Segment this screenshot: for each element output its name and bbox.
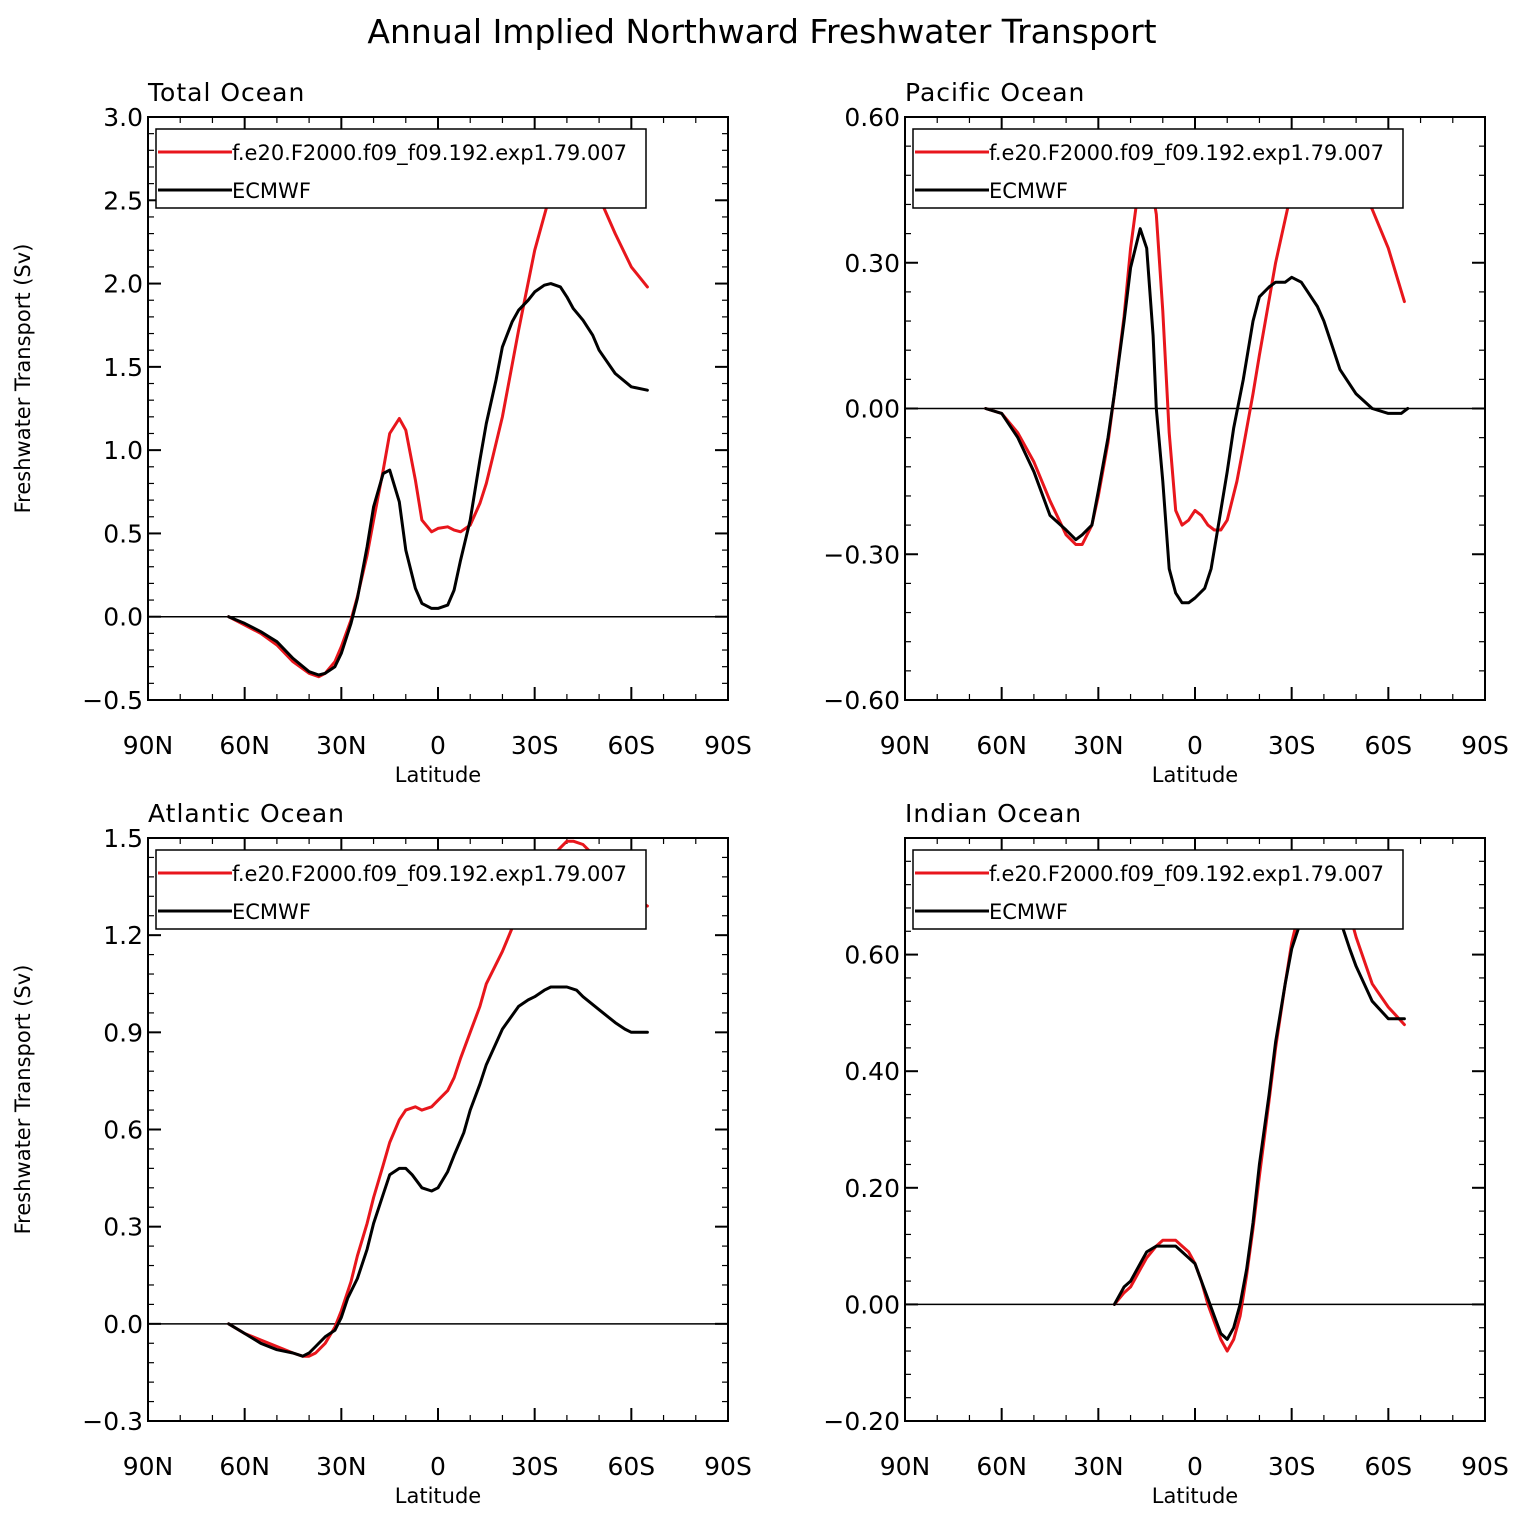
y-tick-label: 2.0	[103, 270, 143, 299]
x-tick-label: 30N	[316, 731, 367, 760]
y-tick-label: 0.0	[103, 1310, 143, 1339]
x-tick-label: 30S	[511, 731, 559, 760]
x-axis-label: Latitude	[395, 1484, 481, 1508]
legend-label: f.e20.F2000.f09_f09.192.exp1.79.007	[232, 862, 627, 887]
legend-box	[912, 128, 1404, 209]
y-tick-label: 0.9	[103, 1018, 143, 1047]
x-tick-label: 60S	[607, 731, 655, 760]
x-tick-label: 60S	[607, 1452, 655, 1481]
legend-label: ECMWF	[232, 179, 311, 203]
legend-box	[155, 849, 647, 930]
y-tick-label: −0.20	[823, 1407, 900, 1436]
x-tick-label: 90S	[704, 731, 752, 760]
x-axis-label: Latitude	[1152, 1484, 1238, 1508]
plot-frame	[147, 116, 729, 701]
x-tick-label: 90N	[880, 731, 931, 760]
series-line-model	[1112, 865, 1406, 1353]
x-tick-label: 30S	[511, 1452, 559, 1481]
series-line-ecmwf	[1112, 894, 1406, 1341]
y-tick-label: 3.0	[103, 103, 143, 132]
panel-title: Atlantic Ocean	[148, 799, 345, 828]
panel-title: Indian Ocean	[905, 799, 1082, 828]
chart-panel-3: Atlantic Ocean −0.3 0.0 0.3 0.6 0.9 1.2 1.5 90N 6…	[11, 799, 752, 1508]
x-axis-label: Latitude	[1152, 763, 1238, 787]
x-tick-label: 0	[1187, 1452, 1203, 1481]
y-axis-label: Freshwater Transport (Sv)	[11, 244, 35, 514]
x-tick-label: 30S	[1268, 731, 1316, 760]
series-line-ecmwf	[227, 282, 649, 677]
x-tick-label: 30N	[1073, 731, 1124, 760]
y-tick-label: 0.30	[844, 249, 900, 278]
x-tick-label: 30N	[316, 1452, 367, 1481]
series-line-ecmwf	[227, 985, 649, 1358]
x-tick-label: 0	[430, 731, 446, 760]
x-tick-label: 90N	[880, 1452, 931, 1481]
y-tick-label: 0.3	[103, 1213, 143, 1242]
y-tick-label: 0.00	[844, 1290, 900, 1319]
x-tick-label: 90N	[123, 731, 174, 760]
y-tick-label: 0.5	[103, 519, 143, 548]
page-title: Annual Implied Northward Freshwater Tran…	[367, 12, 1157, 51]
legend: f.e20.F2000.f09_f09.192.exp1.79.007 ECMWF	[155, 128, 647, 209]
panel-title: Pacific Ocean	[905, 78, 1085, 107]
legend-label: f.e20.F2000.f09_f09.192.exp1.79.007	[989, 141, 1384, 166]
x-tick-label: 90N	[123, 1452, 174, 1481]
x-tick-label: 0	[430, 1452, 446, 1481]
y-tick-label: −0.60	[823, 686, 900, 715]
plot-frame	[904, 116, 1486, 701]
legend-box	[912, 849, 1404, 930]
x-tick-label: 30S	[1268, 1452, 1316, 1481]
chart-panel-4: Indian Ocean −0.20 0.00 0.20 0.40 0.60 90N 60N 3…	[823, 799, 1508, 1508]
panel-title: Total Ocean	[147, 78, 305, 107]
legend-box	[155, 128, 647, 209]
x-tick-label: 60N	[976, 731, 1027, 760]
x-axis-label: Latitude	[395, 763, 481, 787]
y-tick-label: 0.0	[103, 603, 143, 632]
x-tick-label: 60N	[976, 1452, 1027, 1481]
y-tick-label: −0.30	[823, 540, 900, 569]
y-tick-label: 0.40	[844, 1057, 900, 1086]
y-tick-label: −0.5	[82, 686, 143, 715]
x-tick-label: 60S	[1364, 731, 1412, 760]
y-tick-label: −0.3	[82, 1407, 143, 1436]
chart-panel-1: Total Ocean −0.5 0.0 0.5 1.0 1.5 2.0 2.5 3.0 90N 6…	[11, 78, 752, 787]
legend-label: f.e20.F2000.f09_f09.192.exp1.79.007	[232, 141, 627, 166]
x-tick-label: 60N	[219, 731, 270, 760]
y-tick-label: 1.2	[103, 921, 143, 950]
x-tick-label: 60S	[1364, 1452, 1412, 1481]
y-tick-label: 0.00	[844, 395, 900, 424]
y-tick-label: 0.60	[844, 103, 900, 132]
plot-frame	[904, 837, 1486, 1422]
legend: f.e20.F2000.f09_f09.192.exp1.79.007 ECMWF	[912, 128, 1404, 209]
x-tick-label: 60N	[219, 1452, 270, 1481]
y-tick-label: 0.60	[844, 941, 900, 970]
series-line-model	[227, 839, 649, 1358]
legend: f.e20.F2000.f09_f09.192.exp1.79.007 ECMWF	[912, 849, 1404, 930]
legend-label: ECMWF	[989, 179, 1068, 203]
x-tick-label: 0	[1187, 731, 1203, 760]
y-tick-label: 0.20	[844, 1174, 900, 1203]
legend-label: f.e20.F2000.f09_f09.192.exp1.79.007	[989, 862, 1384, 887]
series-line-ecmwf	[984, 227, 1410, 605]
y-tick-label: 0.6	[103, 1116, 143, 1145]
y-tick-label: 2.5	[103, 186, 143, 215]
x-tick-label: 30N	[1073, 1452, 1124, 1481]
y-tick-label: 1.5	[103, 824, 143, 853]
legend: f.e20.F2000.f09_f09.192.exp1.79.007 ECMWF	[155, 849, 647, 930]
legend-label: ECMWF	[232, 900, 311, 924]
x-tick-label: 90S	[1461, 731, 1509, 760]
y-tick-label: 1.5	[103, 353, 143, 382]
x-tick-label: 90S	[704, 1452, 752, 1481]
x-tick-label: 90S	[1461, 1452, 1509, 1481]
chart-panel-2: Pacific Ocean −0.60 −0.30 0.00 0.30 0.60 90N 60…	[823, 78, 1508, 787]
legend-label: ECMWF	[989, 900, 1068, 924]
y-axis-label: Freshwater Transport (Sv)	[11, 965, 35, 1235]
series-line-model	[227, 153, 649, 679]
y-tick-label: 1.0	[103, 436, 143, 465]
plot-frame	[147, 837, 729, 1422]
